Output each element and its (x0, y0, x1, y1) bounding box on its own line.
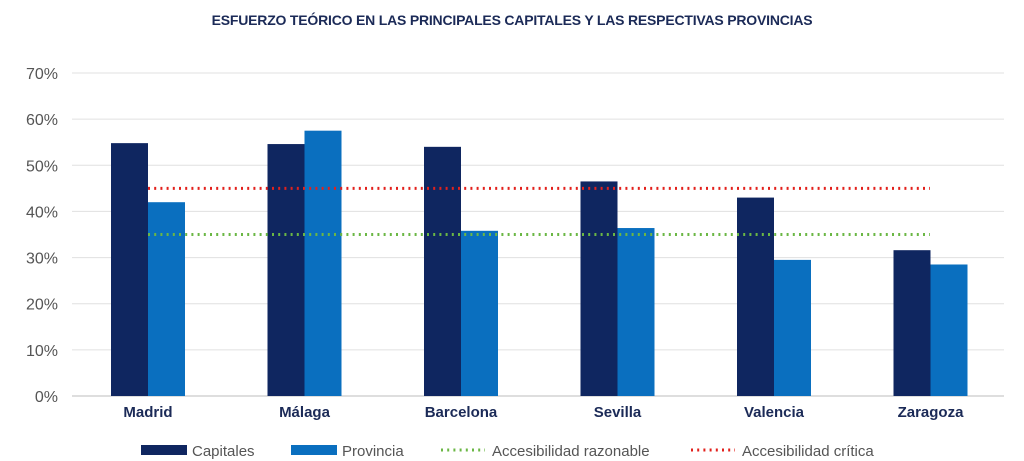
x-category-label: Zaragoza (898, 404, 965, 421)
x-category-label: Madrid (123, 404, 172, 421)
x-category-label: Valencia (744, 404, 805, 421)
y-axis-ticks: 0% 10% 20% 30% 40% 50% 60% 70% (26, 66, 58, 406)
x-axis-categories: Madrid Málaga Barcelona Sevilla Valencia Zara… (123, 404, 964, 421)
bar-capitales-madrid (111, 143, 148, 396)
legend-label: Accesibilidad razonable (492, 443, 650, 460)
legend-item-capitales: Capitales (141, 443, 255, 460)
bar-provincia-zaragoza (930, 264, 968, 396)
legend-item-provincia: Provincia (291, 443, 404, 460)
y-tick-label: 40% (26, 204, 58, 221)
legend-label: Provincia (342, 443, 404, 460)
bar-provincia-malaga (304, 130, 342, 396)
reference-lines (148, 186, 930, 236)
legend-item-accesibilidad-razonable: Accesibilidad razonable (441, 443, 650, 460)
bar-capitales-barcelona (424, 146, 461, 396)
bar-provincia-sevilla (617, 228, 655, 396)
y-tick-label: 50% (26, 158, 58, 175)
bar-provincia-valencia (774, 259, 811, 396)
x-category-label: Barcelona (425, 404, 498, 421)
bar-capitales-malaga (267, 144, 305, 396)
y-tick-label: 0% (35, 389, 58, 406)
grid-lines (72, 72, 1004, 397)
legend-swatch (291, 445, 337, 455)
legend-label: Accesibilidad crítica (742, 443, 874, 460)
y-tick-label: 20% (26, 297, 58, 314)
bar-provincia-barcelona (461, 230, 498, 396)
y-tick-label: 10% (26, 343, 58, 360)
y-tick-label: 30% (26, 251, 58, 268)
legend-swatch (141, 445, 187, 455)
x-category-label: Málaga (279, 404, 331, 421)
legend: Capitales Provincia Accesibilidad razonabl… (141, 443, 874, 460)
chart-title: ESFUERZO TEÓRICO EN LAS PRINCIPALES CAPI… (211, 12, 813, 28)
bar-capitales-sevilla (580, 181, 618, 396)
legend-item-accesibilidad-critica: Accesibilidad crítica (691, 443, 874, 460)
bars (111, 130, 968, 396)
y-tick-label: 70% (26, 66, 58, 83)
bar-provincia-madrid (148, 202, 185, 396)
bar-capitales-zaragoza (893, 250, 931, 396)
legend-label: Capitales (192, 443, 255, 460)
y-tick-label: 60% (26, 112, 58, 129)
x-category-label: Sevilla (594, 404, 642, 421)
bar-capitales-valencia (737, 197, 774, 396)
